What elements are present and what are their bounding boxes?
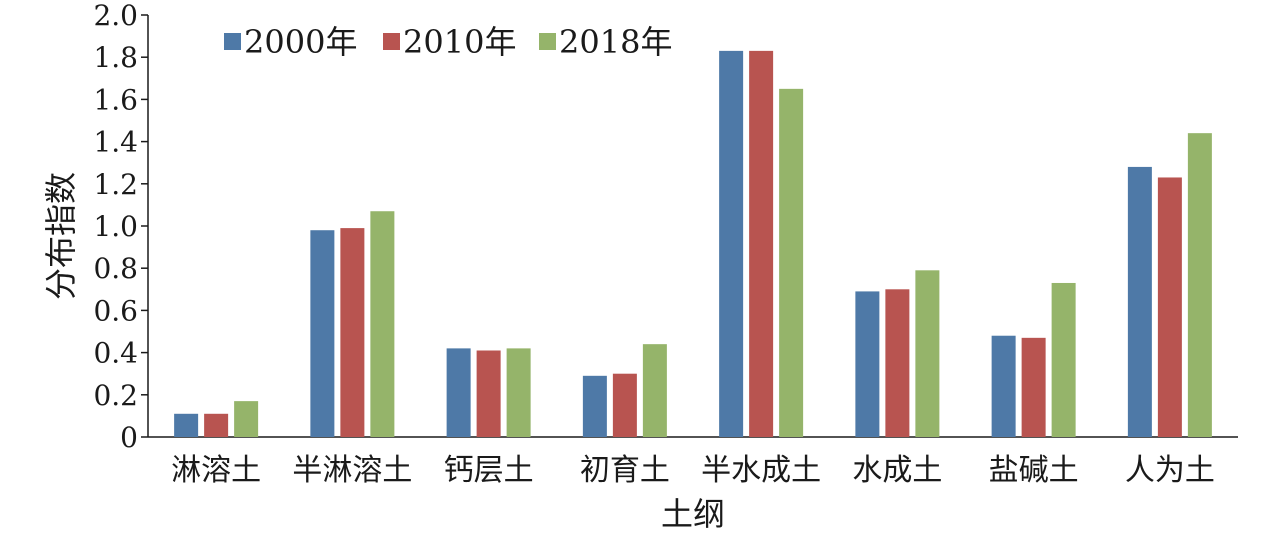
y-tick-label: 1.2 (93, 168, 138, 201)
x-axis: 淋溶土 半淋溶土 钙层土 初育土 半水成土 水成土 盐碱土 人为土 (148, 436, 1238, 488)
bar (340, 228, 365, 437)
x-tick-label: 淋溶土 (171, 453, 261, 488)
bar (1051, 282, 1076, 437)
x-tick-label: 半水成土 (701, 453, 821, 488)
bar (234, 401, 259, 437)
bar (719, 50, 744, 438)
bar (506, 348, 531, 437)
bars (174, 50, 1212, 438)
bar (855, 291, 880, 437)
x-tick-label: 水成土 (852, 453, 942, 488)
x-tick-label: 半淋溶土 (292, 453, 412, 488)
bar (642, 344, 667, 437)
y-tick-label: 1.0 (93, 210, 138, 243)
legend-swatch (224, 33, 241, 50)
y-tick-label: 0.8 (93, 252, 138, 285)
x-tick-label: 初育土 (580, 453, 670, 488)
y-tick-label: 2.0 (93, 0, 138, 32)
y-tick-label: 0.4 (93, 337, 138, 370)
bar (582, 375, 607, 437)
x-tick-label: 盐碱土 (989, 453, 1079, 488)
bar (991, 335, 1016, 437)
legend-label: 2018年 (559, 23, 672, 61)
legend-label: 2000年 (244, 23, 357, 61)
bar (174, 413, 199, 437)
legend-label: 2010年 (403, 23, 516, 61)
y-tick-label: 0.6 (93, 294, 138, 327)
bar (1157, 177, 1182, 437)
bar (310, 230, 335, 437)
bar (476, 350, 501, 437)
y-tick-label: 1.6 (93, 83, 138, 116)
bar (1127, 166, 1152, 438)
y-tick-label: 1.4 (93, 126, 138, 159)
legend-swatch (539, 33, 556, 50)
x-tick-label: 人为土 (1125, 453, 1215, 488)
y-tick-label: 1.8 (93, 41, 138, 74)
bar (446, 348, 471, 437)
bar (1187, 133, 1212, 437)
y-tick-label: 0.2 (93, 379, 138, 412)
bar (204, 413, 229, 437)
bar (612, 373, 637, 437)
y-tick-label: 0 (120, 421, 138, 454)
bar (1021, 337, 1046, 437)
legend-swatch (383, 33, 400, 50)
bar (885, 289, 910, 437)
bar (749, 50, 774, 438)
bar (915, 270, 940, 437)
x-axis-title: 土纲 (661, 495, 725, 533)
bar (779, 88, 804, 437)
legend: 2000年 2010年 2018年 (224, 23, 672, 61)
y-axis-title: 分布指数 (42, 172, 80, 300)
y-axis: 0 0.2 0.4 0.6 0.8 1.0 1.2 1.4 1.6 1.8 2.0 (93, 0, 149, 454)
x-tick-label: 钙层土 (444, 453, 534, 488)
bar (370, 211, 395, 437)
